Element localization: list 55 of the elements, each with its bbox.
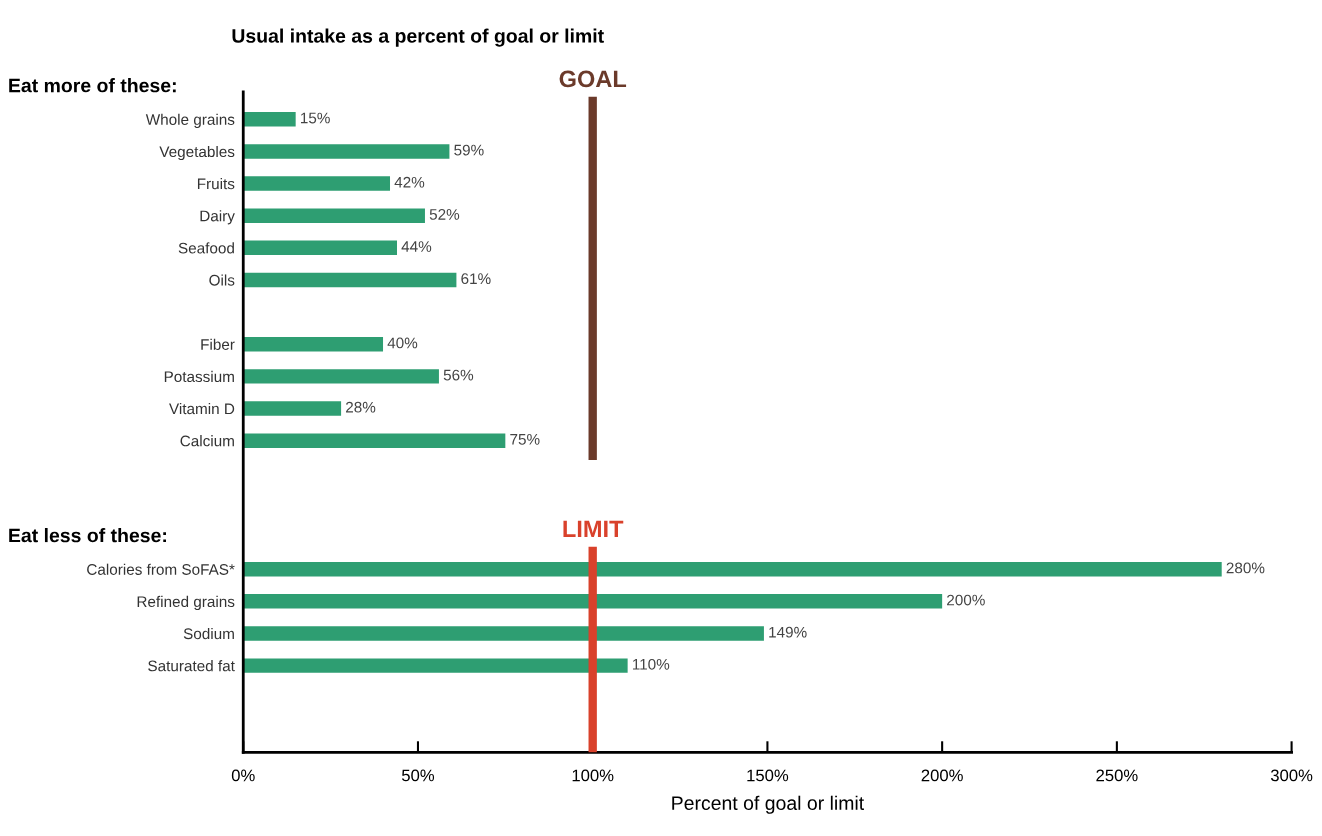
- x-tick-label: 50%: [401, 769, 435, 782]
- data-label: 280%: [1226, 562, 1265, 574]
- data-label: 149%: [769, 626, 807, 638]
- bar: [243, 626, 764, 641]
- data-label: 61%: [461, 273, 491, 285]
- bar: [243, 144, 450, 159]
- bar: [243, 561, 1222, 577]
- data-label: 52%: [429, 208, 460, 220]
- bar: [243, 401, 342, 416]
- data-label: 59%: [454, 144, 484, 156]
- data-label: 200%: [947, 594, 985, 606]
- bar: [243, 272, 457, 288]
- bar: [243, 176, 391, 191]
- text: Eat more of these:: [9, 78, 176, 93]
- y-tick-label: Sodium: [183, 627, 234, 640]
- x-tick-label: 0%: [231, 769, 255, 782]
- ref-line-label: GOAL: [559, 70, 627, 88]
- ref-line-label: LIMIT: [563, 520, 624, 537]
- data-label: 110%: [632, 658, 670, 670]
- data-label: 75%: [510, 434, 540, 445]
- y-tick-label: Vitamin D: [169, 402, 235, 415]
- data-label: 28%: [346, 401, 376, 413]
- y-tick-label: Seafood: [178, 242, 234, 254]
- bar: [243, 369, 439, 384]
- bar: [243, 594, 943, 609]
- x-tick-label: 150%: [747, 769, 789, 782]
- text: Eat less of these:: [9, 528, 166, 543]
- bar: [243, 337, 384, 352]
- bar: [243, 658, 628, 673]
- data-label: 40%: [387, 337, 418, 349]
- y-tick-label: Oils: [209, 274, 235, 286]
- y-tick-label: Vegetables: [159, 145, 235, 161]
- y-tick-label: Potassium: [164, 370, 234, 383]
- bar: [243, 433, 506, 448]
- x-tick-label: 100%: [572, 769, 614, 782]
- bar: [243, 208, 425, 223]
- x-tick-label: 250%: [1096, 769, 1138, 782]
- data-label: 42%: [394, 176, 425, 188]
- bar: [243, 112, 296, 127]
- data-label: 56%: [443, 369, 474, 381]
- bar: [243, 240, 398, 256]
- data-label: 44%: [401, 241, 432, 252]
- data-label: 15%: [301, 112, 330, 124]
- y-tick-label: Calcium: [180, 435, 234, 447]
- x-tick-label: 300%: [1270, 769, 1313, 782]
- y-tick-label: Saturated fat: [148, 660, 235, 672]
- y-tick-label: Calories from SoFAS*: [87, 563, 235, 575]
- y-tick-label: Refined grains: [137, 595, 235, 611]
- y-tick-label: Fiber: [201, 338, 235, 350]
- y-tick-label: Whole grains: [145, 113, 235, 128]
- y-tick-label: Fruits: [197, 178, 235, 190]
- x-axis-title: Percent of goal or limit: [672, 795, 865, 814]
- x-tick-label: 200%: [921, 769, 963, 782]
- chart-title: Usual intake as a percent of goal or limit: [232, 28, 604, 47]
- y-tick-label: Dairy: [200, 210, 235, 225]
